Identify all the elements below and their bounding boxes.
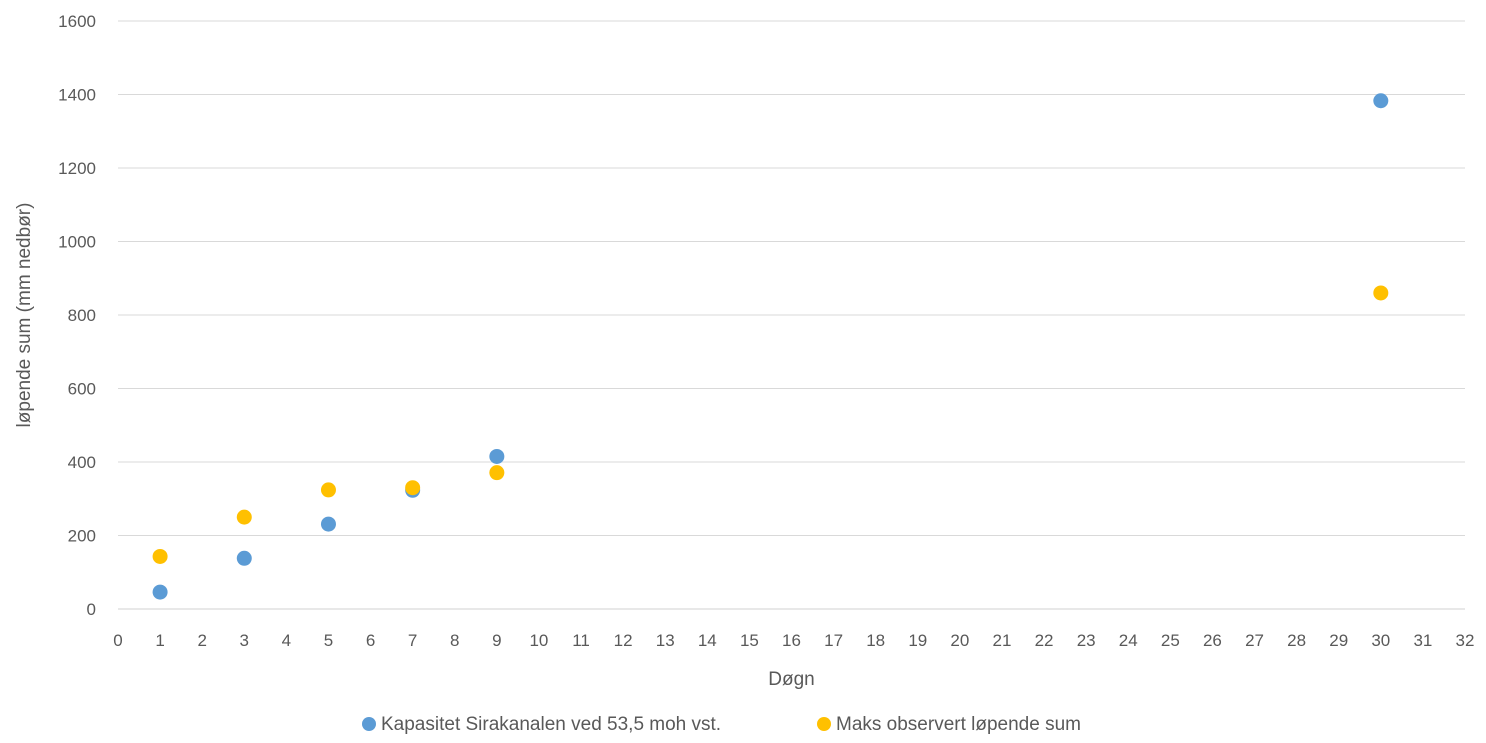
x-tick-label: 20 — [950, 631, 969, 650]
x-tick-label: 18 — [866, 631, 885, 650]
y-tick-label: 0 — [87, 600, 96, 619]
x-tick-label: 1 — [155, 631, 164, 650]
x-tick-label: 2 — [197, 631, 206, 650]
y-tick-label: 800 — [68, 306, 96, 325]
y-axis-ticks: 0 200 400 600 800 1000 1200 1400 1600 — [58, 12, 96, 619]
x-tick-label: 9 — [492, 631, 501, 650]
x-tick-label: 25 — [1161, 631, 1180, 650]
data-point-series-1 — [152, 584, 168, 600]
x-tick-label: 8 — [450, 631, 459, 650]
x-tick-label: 15 — [740, 631, 759, 650]
legend-label: Maks observert løpende sum — [836, 714, 1081, 735]
data-point-series-1 — [1373, 93, 1389, 109]
x-tick-label: 27 — [1245, 631, 1264, 650]
x-tick-label: 31 — [1413, 631, 1432, 650]
x-tick-label: 11 — [572, 631, 590, 650]
data-point-series-1 — [320, 516, 336, 532]
x-tick-label: 16 — [782, 631, 801, 650]
x-tick-label: 29 — [1329, 631, 1348, 650]
x-tick-label: 17 — [824, 631, 843, 650]
x-tick-label: 12 — [614, 631, 633, 650]
x-axis-title: Døgn — [768, 669, 814, 690]
x-tick-label: 6 — [366, 631, 375, 650]
x-tick-label: 3 — [240, 631, 249, 650]
data-point-series-2 — [152, 548, 168, 564]
data-points — [152, 93, 1389, 600]
x-tick-label: 0 — [113, 631, 122, 650]
x-tick-label: 5 — [324, 631, 333, 650]
x-tick-label: 4 — [282, 631, 291, 650]
grid-lines — [118, 20, 1465, 610]
x-tick-label: 32 — [1456, 631, 1475, 650]
y-axis-title: løpende sum (mm nedbør) — [14, 203, 35, 428]
legend-label: Kapasitet Sirakanalen ved 53,5 moh vst. — [381, 714, 721, 735]
legend-marker — [817, 717, 831, 731]
x-tick-label: 7 — [408, 631, 417, 650]
y-tick-label: 200 — [68, 527, 96, 546]
x-tick-label: 19 — [908, 631, 927, 650]
y-tick-label: 1400 — [58, 86, 96, 105]
data-point-series-2 — [489, 465, 505, 481]
data-point-series-2 — [320, 482, 336, 498]
x-tick-label: 28 — [1287, 631, 1306, 650]
y-tick-label: 1200 — [58, 159, 96, 178]
y-tick-label: 1000 — [58, 233, 96, 252]
data-point-series-2 — [236, 509, 252, 525]
y-tick-label: 600 — [68, 380, 96, 399]
data-point-series-2 — [405, 480, 421, 496]
x-tick-label: 24 — [1119, 631, 1138, 650]
legend: Kapasitet Sirakanalen ved 53,5 moh vst. M… — [362, 714, 1081, 735]
x-tick-label: 23 — [1077, 631, 1096, 650]
x-tick-label: 21 — [993, 631, 1012, 650]
x-tick-label: 10 — [529, 631, 548, 650]
x-tick-label: 30 — [1371, 631, 1390, 650]
data-point-series-1 — [489, 448, 505, 464]
y-tick-label: 400 — [68, 453, 96, 472]
x-axis-ticks: 0 1 2 3 4 5 6 7 8 9 10 11 12 13 14 15 16 17 18 19 20 21 22 23 24… — [113, 631, 1474, 650]
data-point-series-1 — [236, 550, 252, 566]
data-point-series-2 — [1373, 285, 1389, 301]
y-tick-label: 1600 — [58, 12, 96, 31]
x-tick-label: 22 — [1035, 631, 1054, 650]
x-tick-label: 14 — [698, 631, 717, 650]
x-tick-label: 13 — [656, 631, 675, 650]
legend-marker — [362, 717, 376, 731]
x-tick-label: 26 — [1203, 631, 1222, 650]
